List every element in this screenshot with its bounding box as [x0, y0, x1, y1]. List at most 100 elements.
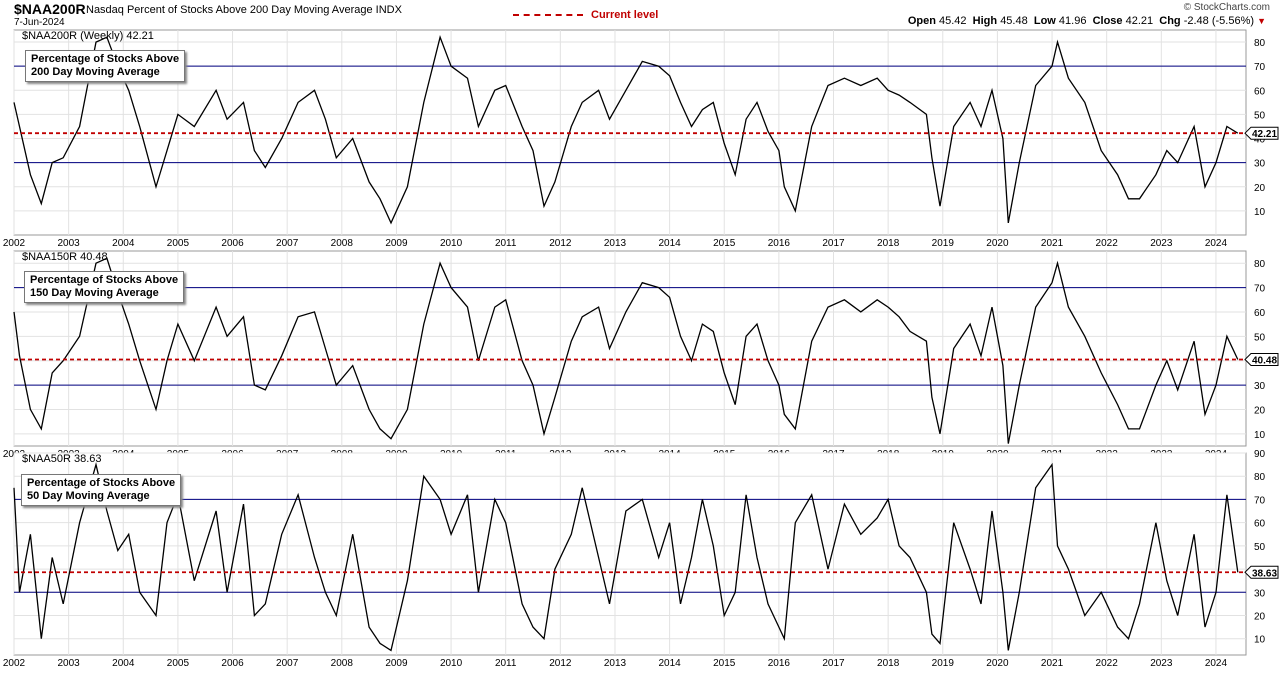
current-level-label: Current level: [591, 9, 659, 21]
current-value-label: 38.63: [1252, 568, 1277, 579]
panel-legend-box: Percentage of Stocks Above 200 Day Moving…: [25, 50, 186, 82]
x-tick-label: 2022: [1096, 238, 1119, 249]
copyright-text: © StockCharts.com: [1183, 2, 1270, 13]
chart-date: 7-Jun-2024: [14, 17, 65, 28]
x-tick-label: 2002: [3, 238, 26, 249]
x-tick-label: 2017: [822, 658, 845, 669]
down-arrow-icon: ▼: [1257, 16, 1266, 26]
x-tick-label: 2017: [822, 238, 845, 249]
high-label: High: [972, 15, 998, 27]
x-tick-label: 2011: [495, 238, 517, 249]
y-tick-label: 30: [1254, 159, 1266, 170]
x-tick-label: 2018: [877, 238, 900, 249]
y-tick-label: 30: [1254, 588, 1266, 599]
x-tick-label: 2024: [1205, 658, 1228, 669]
x-tick-label: 2021: [1041, 658, 1064, 669]
y-tick-label: 60: [1254, 308, 1266, 319]
y-tick-label: 30: [1254, 381, 1266, 392]
open-label: Open: [907, 15, 936, 27]
x-tick-label: 2007: [276, 658, 299, 669]
y-tick-label: 80: [1254, 38, 1266, 49]
low-value: 41.96: [1058, 15, 1087, 27]
x-tick-label: 2014: [658, 238, 681, 249]
x-tick-label: 2024: [1205, 238, 1228, 249]
current-value-tag: [1244, 126, 1279, 140]
x-tick-label: 2021: [1041, 238, 1064, 249]
y-tick-label: 60: [1254, 86, 1266, 97]
x-tick-label: 2012: [549, 658, 572, 669]
series-line: [13, 462, 1239, 652]
y-tick-label: 50: [1254, 542, 1266, 553]
x-tick-label: 2009: [385, 238, 408, 249]
panel-label: $NAA50R 38.63: [22, 453, 102, 465]
x-tick-label: 2010: [440, 658, 463, 669]
x-tick-label: 2004: [112, 658, 135, 669]
close-value: 42.21: [1125, 15, 1154, 27]
x-tick-label: 2010: [440, 238, 463, 249]
panel-legend-box: Percentage of Stocks Above 150 Day Moving…: [24, 271, 185, 303]
legend-box-line: 50 Day Moving Average: [27, 490, 150, 502]
x-tick-label: 2014: [658, 658, 681, 669]
legend-box-line: 200 Day Moving Average: [31, 66, 160, 78]
y-tick-label: 80: [1254, 472, 1266, 483]
legend-box-line: 150 Day Moving Average: [30, 287, 159, 299]
x-tick-label: 2012: [549, 238, 572, 249]
x-tick-label: 2022: [1096, 658, 1119, 669]
y-tick-label: 10: [1254, 430, 1266, 441]
x-tick-label: 2003: [58, 238, 81, 249]
y-tick-label: 10: [1254, 635, 1266, 646]
change-label: Chg: [1159, 15, 1181, 27]
panel-legend-box: Percentage of Stocks Above 50 Day Moving …: [21, 474, 182, 506]
panel-label: $NAA200R (Weekly) 42.21: [22, 30, 154, 42]
y-tick-label: 20: [1254, 183, 1266, 194]
current-level-legend: Current level: [513, 9, 658, 21]
x-tick-label: 2015: [713, 658, 736, 669]
dashed-line-icon: [513, 14, 583, 17]
y-tick-label: 20: [1254, 405, 1266, 416]
x-tick-label: 2016: [768, 658, 791, 669]
ohlc-readout: Open 45.42 High 45.48 Low 41.96 Close 42…: [908, 15, 1266, 27]
series-line: [13, 35, 1239, 225]
y-tick-label: 70: [1254, 495, 1266, 506]
x-tick-label: 2003: [58, 658, 81, 669]
x-tick-label: 2004: [112, 238, 135, 249]
x-tick-label: 2023: [1150, 658, 1173, 669]
y-tick-label: 40: [1254, 135, 1266, 146]
x-tick-label: 2019: [932, 238, 955, 249]
x-tick-label: 2008: [331, 238, 354, 249]
x-tick-label: 2005: [167, 238, 190, 249]
legend-box-line: Percentage of Stocks Above: [31, 53, 180, 65]
x-tick-label: 2015: [713, 238, 736, 249]
open-value: 45.42: [939, 15, 967, 27]
x-tick-label: 2002: [3, 658, 26, 669]
low-label: Low: [1033, 15, 1056, 27]
close-label: Close: [1092, 15, 1123, 27]
change-value: -2.48 (-5.56%): [1183, 15, 1255, 27]
panel-frame: [13, 452, 1247, 656]
current-value-label: 42.21: [1252, 129, 1277, 140]
series-line: [13, 257, 1239, 444]
y-tick-label: 90: [1254, 449, 1266, 460]
x-tick-label: 2006: [221, 658, 244, 669]
x-tick-label: 2005: [167, 658, 190, 669]
chart-description: Nasdaq Percent of Stocks Above 200 Day M…: [86, 4, 402, 16]
y-tick-label: 60: [1254, 519, 1266, 530]
high-value: 45.48: [1000, 15, 1028, 27]
current-value-tag: [1244, 353, 1279, 367]
y-tick-label: 10: [1254, 207, 1266, 218]
x-tick-label: 2008: [331, 658, 354, 669]
x-tick-label: 2020: [986, 238, 1009, 249]
x-tick-label: 2009: [385, 658, 408, 669]
current-value-tag: [1244, 565, 1279, 579]
y-tick-label: 70: [1254, 62, 1266, 73]
panel-frame: [13, 250, 1247, 447]
y-tick-label: 80: [1254, 259, 1266, 270]
x-tick-label: 2023: [1150, 238, 1173, 249]
x-tick-label: 2019: [932, 658, 955, 669]
chart-symbol: $NAA200R: [14, 1, 86, 17]
x-tick-label: 2018: [877, 658, 900, 669]
x-tick-label: 2020: [986, 658, 1009, 669]
y-tick-label: 50: [1254, 332, 1266, 343]
x-tick-label: 2011: [495, 658, 517, 669]
